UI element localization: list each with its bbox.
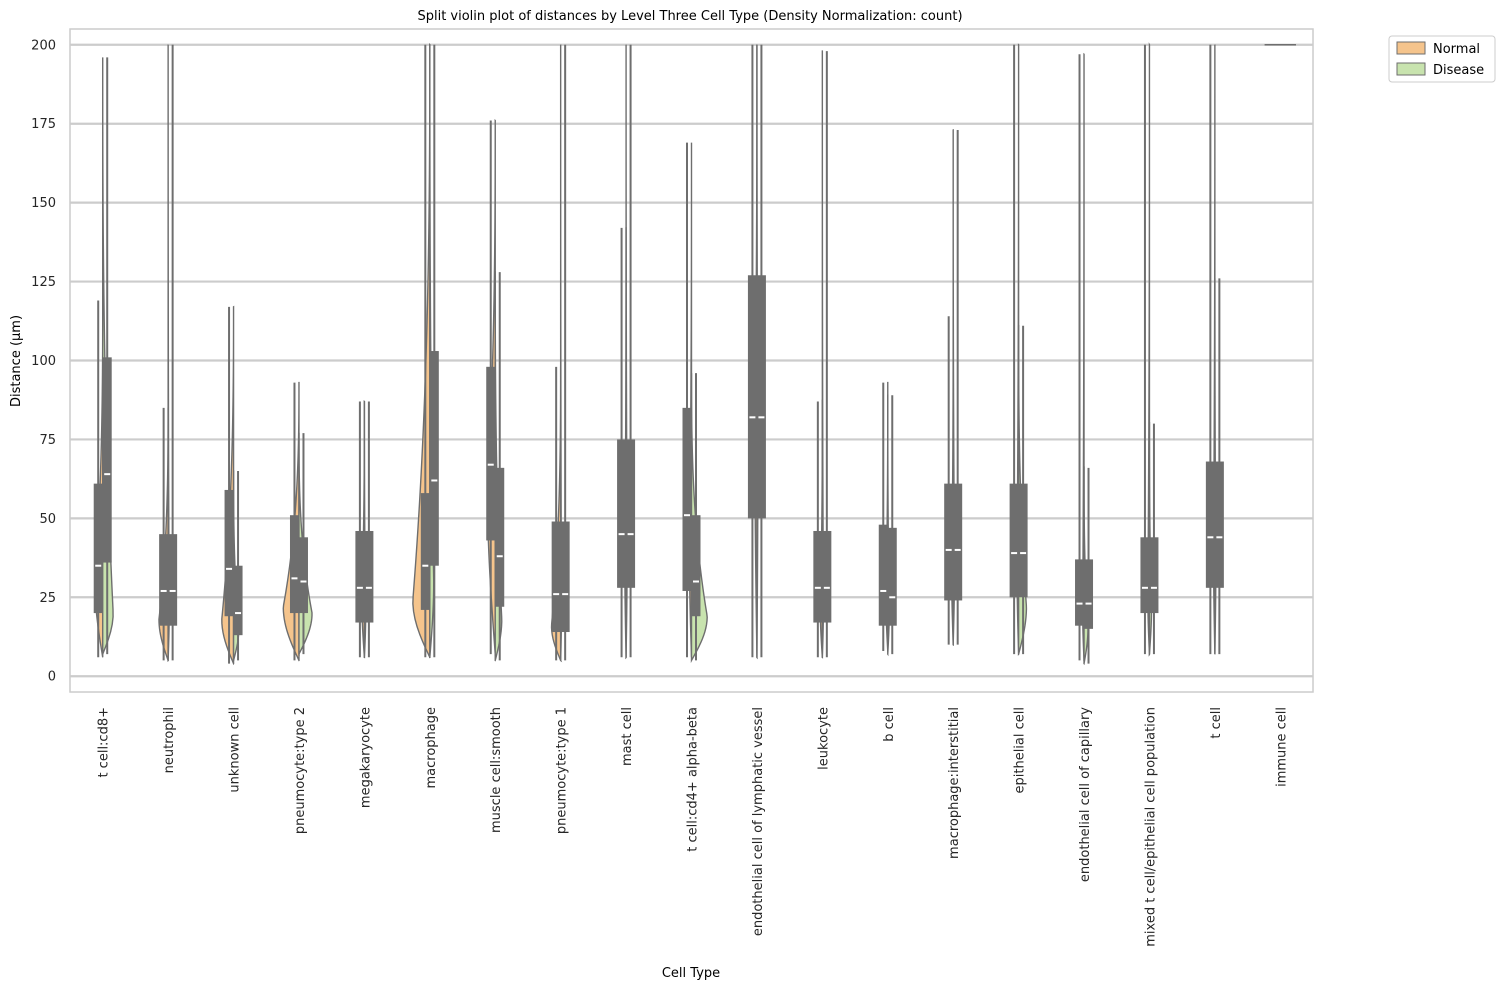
box-t-cell-cd8-disease (102, 357, 112, 563)
x-tick-label-endothelial-cell-of-capillary: endothelial cell of capillary (1078, 707, 1093, 882)
y-tick-label-100: 100 (31, 354, 56, 369)
box-pneumocyte-type-2-normal (289, 515, 299, 614)
box-muscle-cell-smooth-normal (486, 366, 496, 541)
box-macrophage-normal (420, 493, 430, 610)
x-axis: t cell:cd8+ neutrophil unknown cell pneumoc… (97, 707, 1290, 947)
x-tick-label-t-cell-cd8: t cell:cd8+ (97, 707, 112, 778)
legend-label-normal: Normal (1433, 42, 1480, 57)
box-mixed-t-cell-epithelial-cell-population-disease (1149, 537, 1159, 614)
box-neutrophil-normal (159, 534, 169, 626)
box-epithelial-cell-disease (1018, 483, 1028, 598)
box-neutrophil-disease (168, 534, 178, 626)
y-tick-label-50: 50 (39, 512, 56, 527)
box-t-cell-cd4-alpha-beta-disease (691, 515, 701, 617)
box-mixed-t-cell-epithelial-cell-population-normal (1140, 537, 1150, 614)
y-tick-label-200: 200 (31, 38, 56, 53)
box-t-cell-disease (1214, 461, 1224, 588)
x-tick-label-pneumocyte-type-2: pneumocyte:type 2 (293, 707, 308, 834)
box-leukocyte-normal (813, 530, 823, 623)
box-endothelial-cell-of-capillary-disease (1084, 559, 1094, 629)
box-pneumocyte-type-1-normal (551, 521, 561, 633)
y-tick-label-150: 150 (31, 196, 56, 211)
y-tick-label-175: 175 (31, 117, 56, 132)
box-pneumocyte-type-1-disease (560, 521, 570, 633)
x-tick-label-mast-cell: mast cell (620, 707, 635, 766)
box-endothelial-cell-of-lymphatic-vessel-disease (756, 275, 766, 519)
y-tick-label-0: 0 (48, 670, 56, 685)
box-mast-cell-normal (617, 439, 627, 588)
box-b-cell-disease (887, 527, 897, 626)
x-tick-label-muscle-cell-smooth: muscle cell:smooth (489, 707, 504, 833)
box-unknown-cell-normal (224, 489, 234, 617)
x-tick-label-t-cell-cd4-alpha-beta: t cell:cd4+ alpha-beta (686, 707, 701, 852)
x-tick-label-mixed-t-cell-epithelial-cell-population: mixed t cell/epithelial cell population (1143, 707, 1158, 947)
x-tick-label-macrophage: macrophage (424, 707, 439, 789)
y-axis-label: Distance (μm) (9, 315, 24, 407)
x-tick-label-megakaryocyte: megakaryocyte (358, 707, 373, 808)
y-axis: 0 25 50 75 100 125 150 175 200 (31, 38, 56, 684)
box-unknown-cell-disease (233, 565, 243, 636)
legend-label-disease: Disease (1433, 63, 1484, 78)
x-tick-label-leukocyte: leukocyte (816, 707, 831, 770)
x-tick-label-pneumocyte-type-1: pneumocyte:type 1 (555, 707, 570, 834)
box-macrophage-interstitial-disease (953, 483, 963, 601)
x-tick-label-macrophage-interstitial: macrophage:interstitial (947, 707, 962, 859)
x-tick-label-neutrophil: neutrophil (162, 707, 177, 773)
x-tick-label-t-cell: t cell (1209, 707, 1224, 739)
box-t-cell-cd4-alpha-beta-normal (682, 407, 692, 591)
x-axis-label: Cell Type (662, 966, 720, 981)
box-macrophage-interstitial-normal (944, 483, 954, 601)
x-tick-label-endothelial-cell-of-lymphatic-vessel: endothelial cell of lymphatic vessel (751, 707, 766, 936)
x-tick-label-immune-cell: immune cell (1274, 707, 1289, 787)
y-tick-label-75: 75 (39, 433, 56, 448)
y-tick-label-25: 25 (39, 591, 56, 606)
box-pneumocyte-type-2-disease (298, 537, 308, 614)
box-endothelial-cell-of-capillary-normal (1075, 559, 1085, 626)
x-tick-label-b-cell: b cell (882, 707, 897, 742)
chart-title: Split violin plot of distances by Level … (417, 9, 962, 24)
box-mast-cell-disease (626, 439, 636, 588)
box-muscle-cell-smooth-disease (495, 467, 505, 607)
legend-swatch-disease (1396, 62, 1426, 76)
box-leukocyte-disease (822, 530, 832, 623)
box-megakaryocyte-normal (355, 530, 365, 623)
box-macrophage-disease (429, 351, 439, 566)
box-t-cell-cd8-normal (93, 483, 103, 614)
boxes (93, 44, 1224, 664)
box-endothelial-cell-of-lymphatic-vessel-normal (747, 275, 757, 519)
x-tick-label-unknown-cell: unknown cell (228, 707, 243, 793)
legend: Normal Disease (1388, 35, 1496, 83)
box-t-cell-normal (1205, 461, 1215, 588)
box-b-cell-normal (878, 524, 888, 626)
box-epithelial-cell-normal (1009, 483, 1019, 598)
x-tick-label-epithelial-cell: epithelial cell (1013, 707, 1028, 794)
box-megakaryocyte-disease (364, 530, 374, 623)
legend-swatch-normal (1396, 41, 1426, 55)
y-tick-label-125: 125 (31, 275, 56, 290)
